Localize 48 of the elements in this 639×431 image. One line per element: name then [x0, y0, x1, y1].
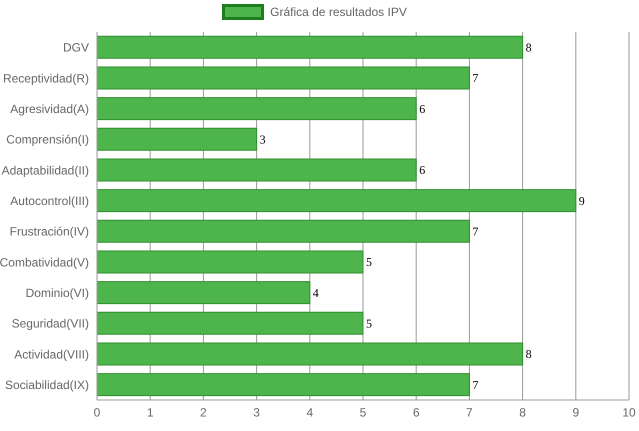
y-tick-label: Frustración(IV)	[10, 224, 89, 239]
x-tick-label: 6	[412, 406, 420, 420]
bar	[97, 281, 310, 304]
x-tick-label: 7	[466, 406, 474, 420]
y-tick-label: Dominio(VI)	[26, 286, 89, 300]
bar	[97, 97, 417, 120]
data-label: 7	[472, 224, 478, 239]
data-label: 5	[366, 316, 372, 331]
bar	[97, 373, 470, 396]
y-tick-label: Autocontrol(III)	[10, 194, 89, 208]
bar	[97, 36, 524, 59]
bar	[97, 66, 470, 90]
data-label: 7	[472, 71, 478, 86]
x-tick-label: 0	[94, 406, 101, 420]
data-label: 7	[472, 378, 478, 392]
data-label: 4	[312, 286, 319, 300]
y-tick-label: Agresividad(A)	[10, 102, 89, 116]
data-label: 6	[419, 102, 426, 116]
x-tick-label: 9	[572, 406, 580, 420]
bar	[97, 158, 417, 182]
bar	[97, 128, 258, 151]
bar	[97, 189, 576, 212]
bar	[97, 342, 524, 366]
y-tick-label: Actividad(VIII)	[14, 347, 89, 362]
x-tick-label: 1	[146, 406, 154, 420]
y-tick-label: Seguridad(VII)	[12, 316, 89, 331]
legend-label: Gráfica de resultados IPV	[270, 5, 407, 19]
data-label: 6	[419, 163, 426, 178]
bar	[97, 312, 364, 335]
x-tick-label: 5	[360, 406, 367, 420]
y-tick-label: Receptividad(R)	[2, 71, 89, 86]
data-label: 3	[260, 132, 266, 147]
data-label: 8	[526, 347, 532, 362]
data-label: 9	[578, 194, 585, 208]
data-label: 8	[526, 40, 532, 55]
data-label: 5	[366, 255, 372, 270]
y-tick-label: DGV	[62, 40, 89, 55]
y-tick-label: Comprensión(I)	[6, 132, 89, 147]
bar	[97, 250, 364, 274]
y-tick-label: Sociabilidad(IX)	[4, 378, 89, 392]
x-tick-label: 8	[519, 406, 526, 420]
x-tick-label: 3	[253, 406, 260, 420]
y-tick-label: Combatividad(V)	[0, 255, 89, 270]
x-tick-label: 4	[306, 406, 314, 420]
x-tick-label: 10	[622, 406, 636, 420]
y-tick-label: Adaptabilidad(II)	[2, 163, 89, 178]
x-tick-label: 2	[200, 406, 208, 420]
bar	[97, 220, 470, 243]
